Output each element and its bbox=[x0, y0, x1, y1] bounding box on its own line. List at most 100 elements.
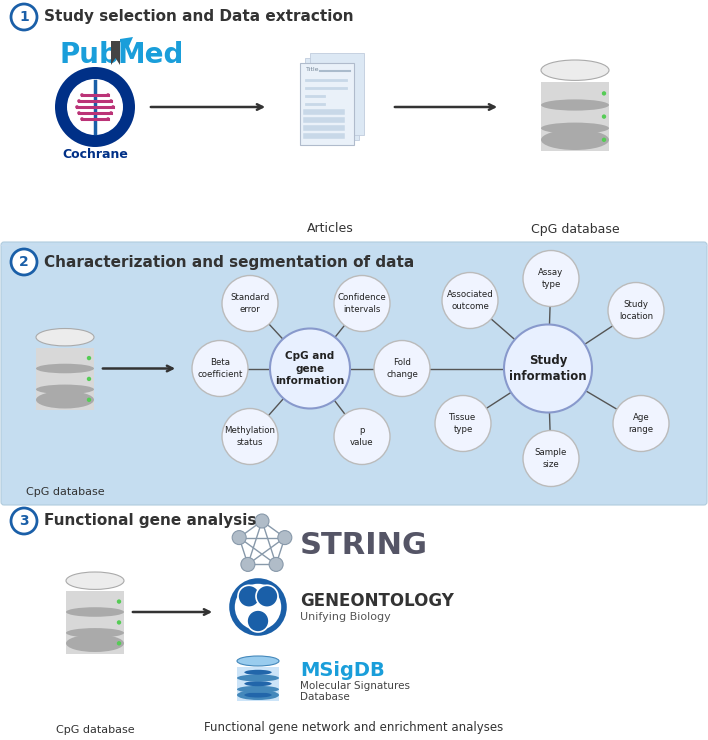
Ellipse shape bbox=[541, 60, 609, 81]
Text: 3: 3 bbox=[19, 514, 29, 528]
Circle shape bbox=[77, 111, 81, 115]
Text: Tissue
type: Tissue type bbox=[450, 414, 476, 434]
Bar bbox=[36, 389, 94, 410]
Circle shape bbox=[241, 557, 255, 571]
Circle shape bbox=[111, 105, 115, 109]
Text: CpG database: CpG database bbox=[25, 487, 104, 497]
Text: 1: 1 bbox=[19, 10, 29, 24]
Circle shape bbox=[80, 93, 84, 97]
Bar bbox=[66, 591, 124, 612]
Ellipse shape bbox=[66, 635, 124, 652]
Circle shape bbox=[117, 599, 121, 604]
Circle shape bbox=[11, 508, 37, 534]
Circle shape bbox=[334, 275, 390, 332]
Ellipse shape bbox=[244, 670, 272, 675]
FancyBboxPatch shape bbox=[305, 58, 359, 140]
Ellipse shape bbox=[237, 656, 279, 666]
Text: Cochrane: Cochrane bbox=[62, 149, 128, 161]
Text: CpG database: CpG database bbox=[531, 223, 620, 235]
Text: CpG and
gene
information: CpG and gene information bbox=[275, 351, 345, 386]
Text: Beta
coefficient: Beta coefficient bbox=[198, 358, 243, 379]
Text: Standard
error: Standard error bbox=[230, 294, 270, 314]
Circle shape bbox=[232, 531, 246, 545]
Circle shape bbox=[602, 138, 606, 142]
Circle shape bbox=[192, 340, 248, 397]
Text: Sample
size: Sample size bbox=[535, 448, 567, 468]
Text: Associated
outcome: Associated outcome bbox=[447, 290, 493, 311]
Text: Molecular Signatures: Molecular Signatures bbox=[300, 681, 410, 691]
Circle shape bbox=[613, 395, 669, 451]
Circle shape bbox=[80, 117, 84, 121]
Ellipse shape bbox=[66, 572, 124, 589]
Bar bbox=[237, 690, 279, 701]
Circle shape bbox=[374, 340, 430, 397]
Ellipse shape bbox=[36, 329, 94, 346]
Circle shape bbox=[602, 115, 606, 119]
Circle shape bbox=[75, 105, 79, 109]
Circle shape bbox=[77, 99, 81, 103]
Text: MSigDB: MSigDB bbox=[300, 661, 384, 679]
Circle shape bbox=[106, 93, 110, 97]
Ellipse shape bbox=[36, 391, 94, 408]
Circle shape bbox=[11, 249, 37, 275]
Text: Study
location: Study location bbox=[619, 300, 653, 320]
Bar bbox=[36, 348, 94, 369]
Ellipse shape bbox=[244, 681, 272, 686]
Ellipse shape bbox=[541, 123, 609, 134]
Text: Database: Database bbox=[300, 692, 350, 702]
Circle shape bbox=[442, 272, 498, 329]
Text: CpG database: CpG database bbox=[56, 725, 135, 735]
Text: Age
range: Age range bbox=[629, 414, 653, 434]
Circle shape bbox=[435, 395, 491, 451]
Text: Functional gene analysis: Functional gene analysis bbox=[44, 514, 256, 528]
Circle shape bbox=[278, 531, 292, 545]
Circle shape bbox=[255, 514, 269, 528]
Bar bbox=[541, 105, 609, 128]
Ellipse shape bbox=[237, 674, 279, 682]
Circle shape bbox=[109, 99, 113, 103]
Ellipse shape bbox=[541, 99, 609, 110]
Ellipse shape bbox=[541, 130, 609, 150]
Circle shape bbox=[117, 641, 121, 645]
Bar bbox=[36, 369, 94, 389]
Circle shape bbox=[247, 610, 269, 632]
Circle shape bbox=[238, 585, 260, 608]
Circle shape bbox=[256, 585, 278, 608]
Circle shape bbox=[523, 431, 579, 486]
Circle shape bbox=[504, 325, 592, 412]
Text: Articles: Articles bbox=[307, 223, 353, 235]
FancyBboxPatch shape bbox=[300, 63, 354, 145]
Text: Fold
change: Fold change bbox=[386, 358, 418, 379]
Circle shape bbox=[602, 91, 606, 95]
Text: Functional gene network and enrichment analyses: Functional gene network and enrichment a… bbox=[205, 722, 503, 735]
Polygon shape bbox=[111, 41, 120, 65]
Circle shape bbox=[109, 111, 113, 115]
Ellipse shape bbox=[237, 690, 279, 700]
Text: Study
information: Study information bbox=[509, 354, 587, 383]
Bar bbox=[66, 612, 124, 633]
Circle shape bbox=[222, 408, 278, 465]
Text: 2: 2 bbox=[19, 255, 29, 269]
Circle shape bbox=[222, 275, 278, 332]
Circle shape bbox=[106, 117, 110, 121]
Text: Study selection and Data extraction: Study selection and Data extraction bbox=[44, 10, 353, 24]
Text: GENEONTOLOGY: GENEONTOLOGY bbox=[300, 592, 454, 610]
Text: Pub: Pub bbox=[60, 41, 120, 69]
Text: Characterization and segmentation of data: Characterization and segmentation of dat… bbox=[44, 255, 414, 269]
Circle shape bbox=[269, 557, 283, 571]
Bar bbox=[237, 667, 279, 678]
Circle shape bbox=[87, 356, 91, 360]
Polygon shape bbox=[120, 37, 133, 46]
Ellipse shape bbox=[36, 364, 94, 373]
Ellipse shape bbox=[237, 686, 279, 693]
Ellipse shape bbox=[66, 628, 124, 638]
Circle shape bbox=[334, 408, 390, 465]
Bar bbox=[541, 128, 609, 152]
Circle shape bbox=[87, 377, 91, 381]
Ellipse shape bbox=[66, 608, 124, 616]
Ellipse shape bbox=[244, 693, 272, 698]
Text: Methylation
status: Methylation status bbox=[224, 426, 275, 446]
FancyBboxPatch shape bbox=[310, 53, 364, 135]
Bar bbox=[66, 633, 124, 653]
Circle shape bbox=[270, 329, 350, 408]
